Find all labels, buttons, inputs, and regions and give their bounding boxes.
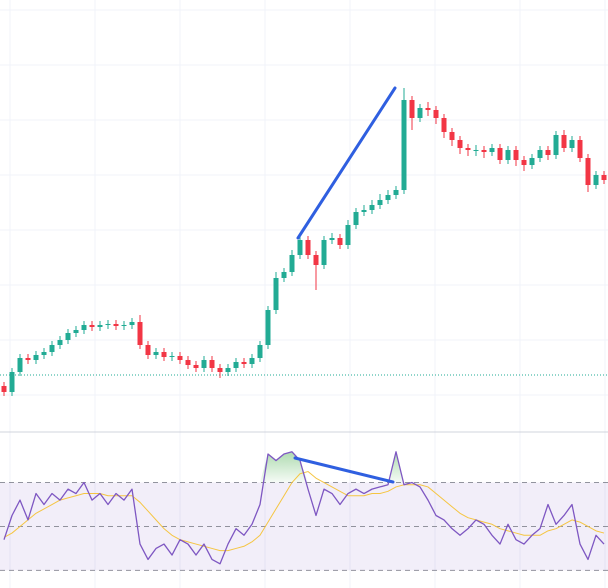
candle-body [385,195,391,200]
candle-body [201,360,207,368]
candle-body [97,325,103,327]
candle-body [529,158,535,165]
candle-body [361,210,367,212]
candle-body [505,150,511,160]
candle-body [185,360,191,365]
candle-body [369,205,375,210]
candle-body [233,362,239,368]
candle-body [569,140,575,148]
candle-body [73,330,79,333]
candle-body [489,148,495,152]
candle-body [425,108,431,110]
candle-body [25,358,31,360]
candle-body [105,324,111,325]
candle-body [193,365,199,368]
candle-body [241,362,247,364]
candle-body [129,322,135,325]
rsi-trend-line [293,456,395,484]
candle-body [377,200,383,205]
candle-body [33,355,39,360]
candle-body [177,356,183,360]
rsi-pane [0,451,608,571]
candle-body [417,108,423,118]
candle-body [225,368,231,372]
candle-body [289,255,295,272]
candle-body [65,333,71,340]
candle-body [297,240,303,255]
candle-body [561,135,567,148]
candle-body [537,150,543,158]
candle-body [553,135,559,155]
candle-body [1,386,7,392]
candle-body [145,345,151,355]
candle-body [89,325,95,327]
candle-body [41,352,47,355]
candle-body [457,140,463,148]
candle-body [17,358,23,372]
candle-body [585,158,591,185]
candle-body [305,240,311,255]
candle-body [137,322,143,345]
candle-body [49,345,55,352]
candle-body [345,225,351,245]
candle-body [217,368,223,372]
candle-body [513,150,519,160]
price-pane [0,88,608,396]
candle-body [441,118,447,132]
candle-body [449,132,455,140]
candle-body [313,255,319,265]
candle-body [265,310,271,345]
rsi-line [3,451,605,565]
candle-body [393,190,399,195]
candle-body [329,238,335,240]
candle-body [337,238,343,245]
candle-body [57,340,63,345]
candle-body [401,100,407,190]
candle-body [281,272,287,278]
candle-body [521,160,527,165]
candle-body [209,360,215,368]
candle-body [153,352,159,355]
candle-body [321,240,327,265]
candle-body [473,150,479,151]
candle-body [249,358,255,364]
candle-body [433,110,439,118]
candle-body [9,372,15,392]
candle-body [353,212,359,225]
candle-body [465,148,471,150]
candle-body [121,325,127,326]
candle-body [497,148,503,160]
candle-body [273,278,279,310]
candle-body [169,356,175,357]
trend-line [296,86,397,240]
overbought-fill [4,451,604,483]
candle-body [113,324,119,326]
candle-body [409,100,415,118]
candle-body [545,150,551,155]
candle-body [593,175,599,185]
candle-body [601,175,607,180]
candle-body [577,140,583,158]
candle-body [161,352,167,357]
candle-body [481,150,487,152]
candle-body [81,325,87,330]
candle-body [257,345,263,358]
